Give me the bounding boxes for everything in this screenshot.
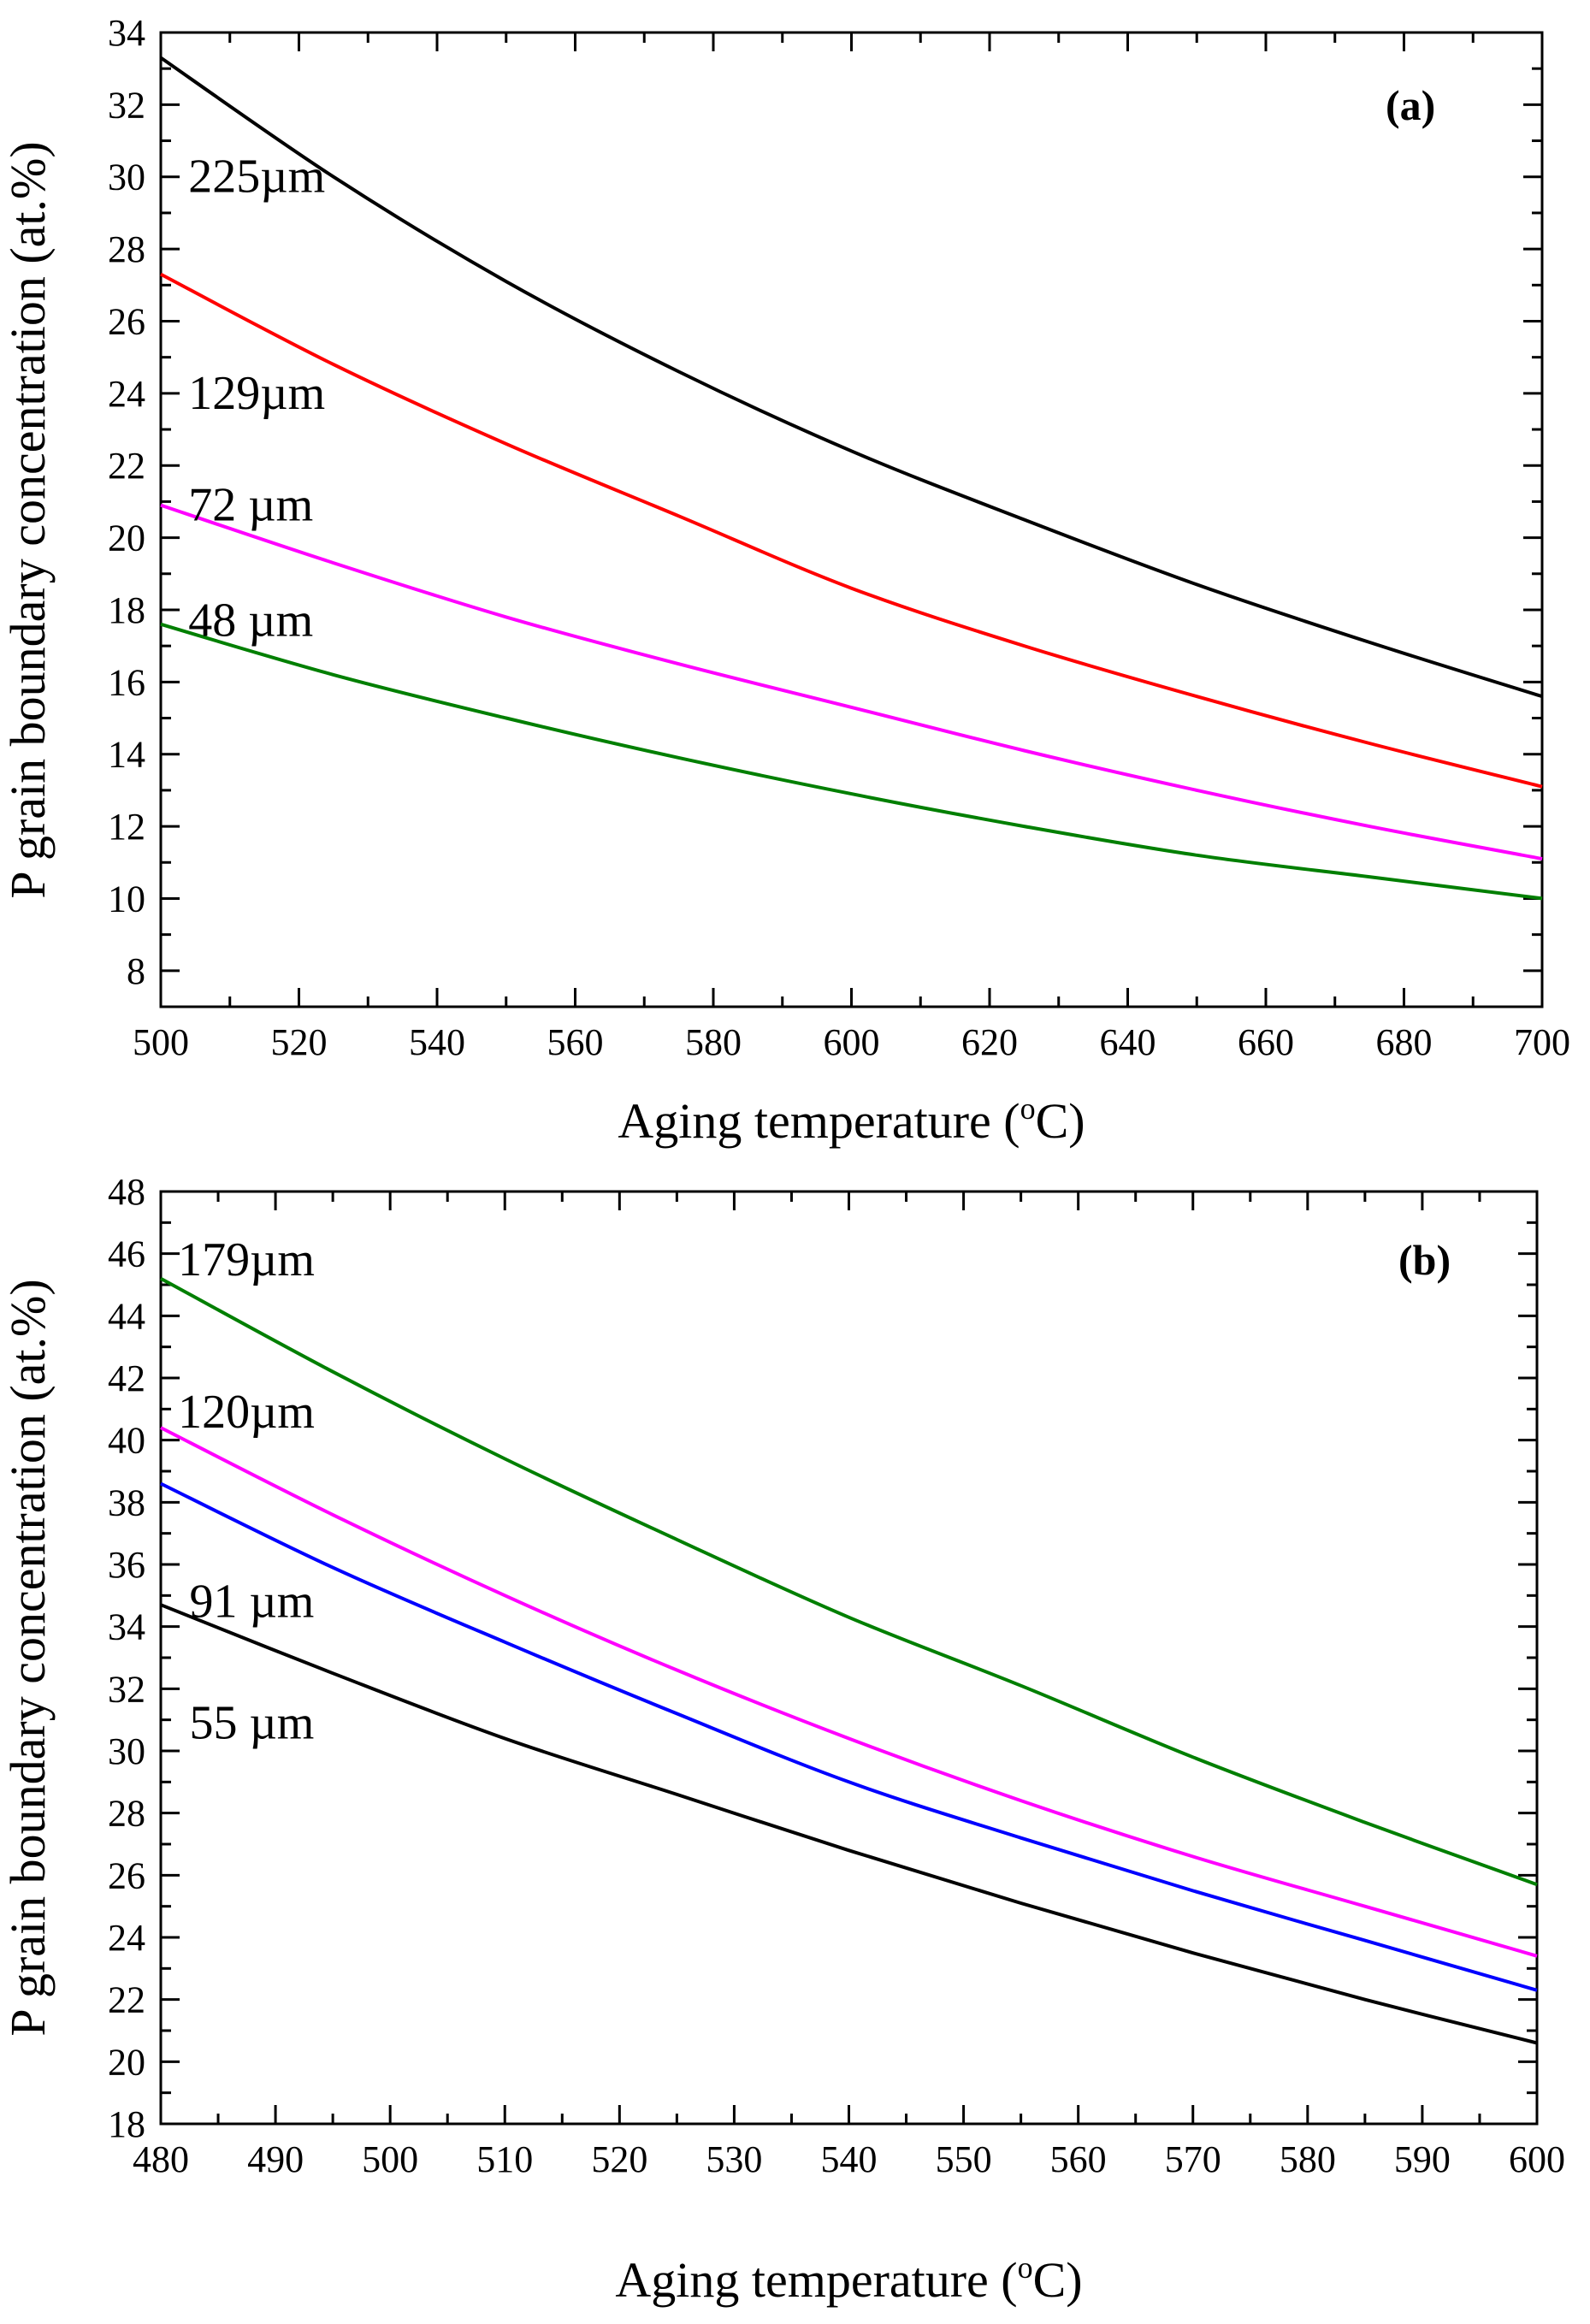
series-label: 48 µm bbox=[188, 594, 313, 648]
series-label: 120µm bbox=[178, 1386, 315, 1439]
y-tick-label: 20 bbox=[108, 517, 145, 559]
series-label: 129µm bbox=[188, 367, 325, 420]
y-tick-label: 40 bbox=[108, 1420, 145, 1462]
chart-panel-a: 500 520 540 560 580 600 620 640 660 680 700 8 10 12 14… bbox=[0, 12, 1570, 1149]
series-line-55um bbox=[160, 1603, 1538, 2045]
y-tick-label: 44 bbox=[108, 1295, 145, 1337]
y-tick-label: 32 bbox=[108, 1668, 145, 1710]
y-tick-label: 22 bbox=[108, 1979, 145, 2021]
y-tick-label: 10 bbox=[108, 878, 145, 920]
series-label: 225µm bbox=[188, 151, 325, 204]
x-tick-label: 500 bbox=[362, 2138, 418, 2180]
y-tick-label: 32 bbox=[108, 84, 145, 126]
x-tick-label: 560 bbox=[1050, 2138, 1107, 2180]
y-tick-label: 18 bbox=[108, 589, 145, 631]
y-tick-label: 48 bbox=[108, 1171, 145, 1213]
series-label: 91 µm bbox=[190, 1576, 315, 1629]
y-tick-label: 26 bbox=[108, 300, 145, 342]
x-tick-label: 500 bbox=[133, 1021, 189, 1063]
x-tick-label: 520 bbox=[591, 2138, 647, 2180]
y-tick-label: 34 bbox=[108, 1606, 145, 1648]
x-tick-label: 540 bbox=[821, 2138, 878, 2180]
x-tick-label: 510 bbox=[476, 2138, 533, 2180]
x-tick-label: 560 bbox=[547, 1021, 604, 1063]
y-tick-label: 42 bbox=[108, 1357, 145, 1399]
plot-frame bbox=[159, 1190, 1539, 2126]
y-tick-label: 24 bbox=[108, 373, 145, 415]
x-axis-title: Aging temperature (oC) bbox=[615, 2250, 1082, 2308]
series-label: 55 µm bbox=[190, 1696, 315, 1749]
y-tick-label: 28 bbox=[108, 1793, 145, 1835]
series-label: 72 µm bbox=[188, 479, 313, 532]
x-tick-label: 550 bbox=[936, 2138, 992, 2180]
series-line-129um bbox=[160, 272, 1543, 789]
y-tick-label: 26 bbox=[108, 1854, 145, 1896]
x-tick-label: 580 bbox=[1280, 2138, 1336, 2180]
x-tick-label: 480 bbox=[133, 2138, 189, 2180]
series-line-179um bbox=[160, 1276, 1538, 1887]
panel-label: (a) bbox=[1386, 81, 1435, 129]
series-line-225um bbox=[159, 56, 1543, 699]
x-tick-label: 570 bbox=[1165, 2138, 1221, 2180]
x-tick-label: 680 bbox=[1376, 1021, 1433, 1063]
x-tick-label: 490 bbox=[247, 2138, 304, 2180]
x-tick-label: 620 bbox=[961, 1021, 1018, 1063]
x-tick-label: 660 bbox=[1238, 1021, 1294, 1063]
chart-panel-b: 480 490 500 510 520 530 540 550 560 570 580 590 600 1… bbox=[0, 1171, 1565, 2308]
y-tick-label: 28 bbox=[108, 228, 145, 270]
series-line-91um bbox=[160, 1481, 1538, 1992]
series-line-72um bbox=[160, 503, 1543, 860]
series-line-120um bbox=[160, 1426, 1538, 1958]
y-tick-label: 20 bbox=[108, 2041, 145, 2083]
x-tick-label: 520 bbox=[271, 1021, 328, 1063]
y-tick-label: 16 bbox=[108, 661, 145, 703]
x-tick-label: 640 bbox=[1100, 1021, 1156, 1063]
y-tick-label: 38 bbox=[108, 1481, 145, 1523]
y-tick-label: 8 bbox=[127, 950, 145, 992]
y-tick-label: 30 bbox=[108, 1730, 145, 1772]
y-tick-label: 18 bbox=[108, 2103, 145, 2145]
x-tick-label: 590 bbox=[1394, 2138, 1451, 2180]
x-tick-label: 540 bbox=[409, 1021, 465, 1063]
x-tick-label: 530 bbox=[706, 2138, 762, 2180]
y-axis-title: P grain boundary concentration (at.%) bbox=[0, 1279, 56, 2036]
y-tick-label: 24 bbox=[108, 1917, 145, 1959]
series-line-48um bbox=[160, 622, 1543, 901]
panel-label: (b) bbox=[1398, 1236, 1451, 1284]
y-tick-label: 14 bbox=[108, 734, 145, 776]
y-axis-title: P grain boundary concentration (at.%) bbox=[0, 141, 56, 898]
y-tick-label: 30 bbox=[108, 157, 145, 198]
y-tick-label: 36 bbox=[108, 1544, 145, 1586]
x-tick-label: 600 bbox=[824, 1021, 880, 1063]
x-tick-label: 600 bbox=[1509, 2138, 1565, 2180]
x-tick-label: 700 bbox=[1514, 1021, 1570, 1063]
y-tick-label: 12 bbox=[108, 806, 145, 848]
x-axis-title: Aging temperature (oC) bbox=[618, 1091, 1085, 1149]
y-tick-label: 46 bbox=[108, 1233, 145, 1275]
series-label: 179µm bbox=[178, 1233, 315, 1286]
x-tick-label: 580 bbox=[685, 1021, 742, 1063]
y-tick-label: 34 bbox=[108, 12, 145, 54]
plot-frame bbox=[159, 31, 1544, 1008]
y-tick-label: 22 bbox=[108, 445, 145, 487]
